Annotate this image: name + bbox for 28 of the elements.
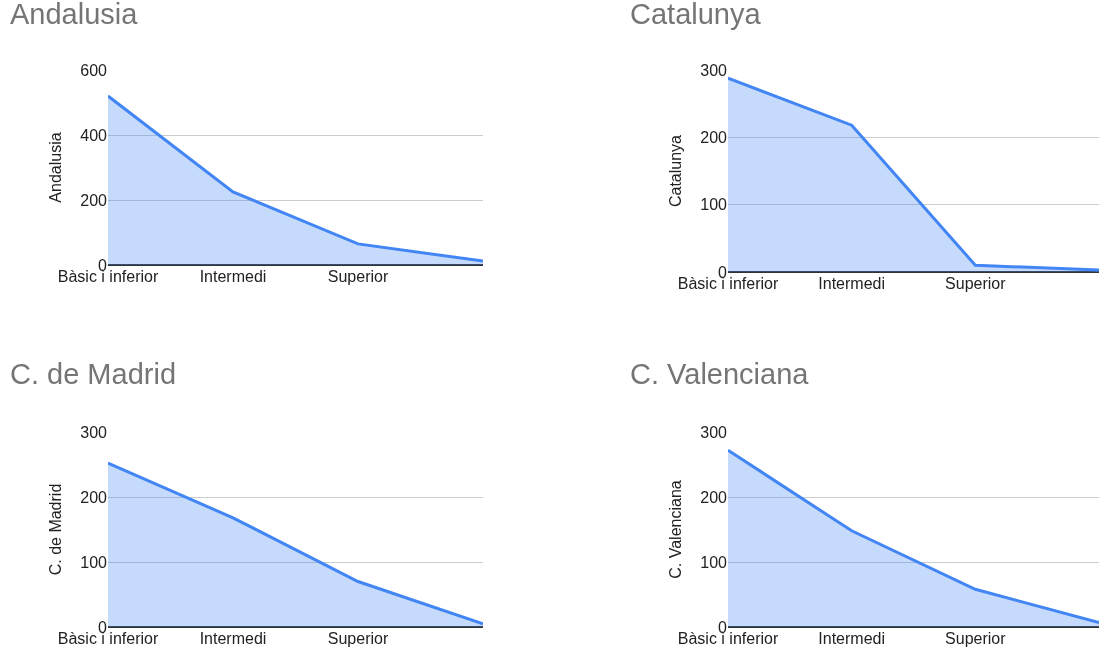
x-tick-label: Intermedi bbox=[199, 630, 267, 647]
y-axis-title: C. de Madrid bbox=[47, 483, 65, 576]
y-tick-label: 100 bbox=[80, 553, 108, 571]
y-tick-label: 200 bbox=[80, 191, 108, 209]
y-tick-label: 300 bbox=[700, 423, 728, 441]
x-tick-label: Superior bbox=[945, 630, 1007, 647]
y-axis-title: Catalunya bbox=[667, 134, 685, 208]
y-tick-label: 200 bbox=[700, 128, 728, 146]
chart-title: C. de Madrid bbox=[10, 358, 177, 391]
y-tick-label: 300 bbox=[80, 423, 108, 441]
y-tick-label: 100 bbox=[700, 553, 728, 571]
y-tick-label: 200 bbox=[700, 488, 728, 506]
x-tick-label: Superior bbox=[945, 275, 1007, 292]
x-tick-label: Intermedi bbox=[818, 630, 886, 647]
x-tick-label: Intermedi bbox=[199, 268, 267, 285]
y-tick-label: 600 bbox=[80, 61, 108, 79]
x-tick-label: Superior bbox=[327, 630, 389, 647]
y-tick-label: 400 bbox=[80, 126, 108, 144]
y-tick-label: 100 bbox=[700, 196, 728, 214]
y-axis-title: C. Valenciana bbox=[667, 480, 685, 579]
y-axis-title: Andalusia bbox=[47, 132, 65, 203]
chart-title: C. Valenciana bbox=[630, 358, 810, 391]
x-tick-label: Superior bbox=[327, 268, 389, 285]
chart-title: Catalunya bbox=[630, 0, 762, 31]
y-tick-label: 200 bbox=[80, 488, 108, 506]
chart-title: Andalusia bbox=[10, 0, 139, 31]
x-tick-label: Intermedi bbox=[818, 275, 886, 292]
y-tick-label: 300 bbox=[700, 61, 728, 79]
